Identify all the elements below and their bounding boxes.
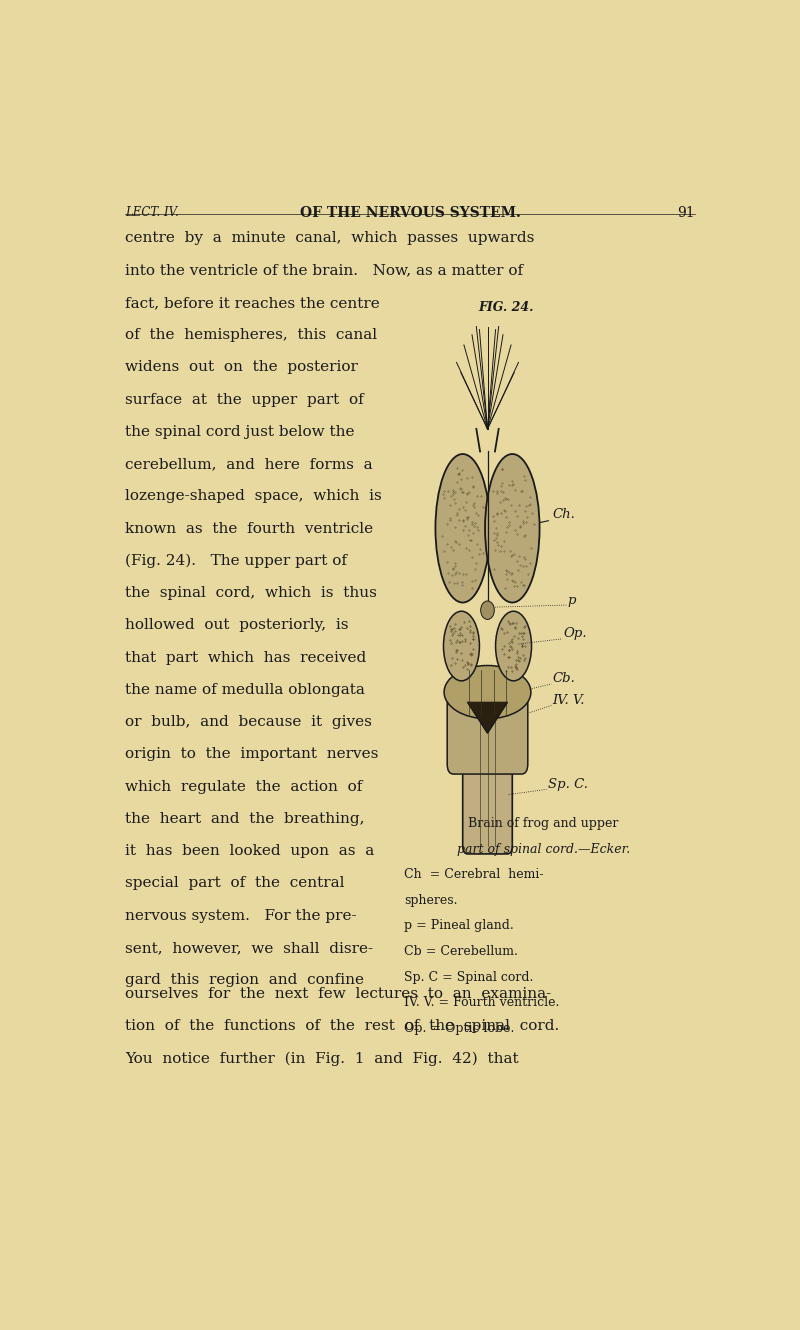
Ellipse shape: [495, 612, 531, 681]
Text: which  regulate  the  action  of: which regulate the action of: [125, 779, 362, 794]
Text: into the ventricle of the brain.   Now, as a matter of: into the ventricle of the brain. Now, as…: [125, 263, 523, 278]
Text: gard  this  region  and  confine: gard this region and confine: [125, 974, 364, 987]
Text: surface  at  the  upper  part  of: surface at the upper part of: [125, 392, 363, 407]
Text: it  has  been  looked  upon  as  a: it has been looked upon as a: [125, 845, 374, 858]
Text: centre  by  a  minute  canal,  which  passes  upwards: centre by a minute canal, which passes u…: [125, 231, 534, 245]
Text: the name of medulla oblongata: the name of medulla oblongata: [125, 682, 365, 697]
Text: Cb.: Cb.: [553, 673, 575, 685]
Text: sent,  however,  we  shall  disre-: sent, however, we shall disre-: [125, 942, 373, 955]
Text: Op. = Optic lobe.: Op. = Optic lobe.: [404, 1021, 514, 1035]
Text: ourselves  for  the  next  few  lectures  to  an  examina-: ourselves for the next few lectures to a…: [125, 987, 551, 1001]
Ellipse shape: [435, 454, 490, 602]
Text: tion  of  the  functions  of  the  rest  of  the  spinal  cord.: tion of the functions of the rest of the…: [125, 1019, 559, 1033]
Polygon shape: [468, 702, 507, 733]
Ellipse shape: [443, 612, 479, 681]
Text: widens  out  on  the  posterior: widens out on the posterior: [125, 360, 358, 374]
Text: Brain of frog and upper: Brain of frog and upper: [468, 817, 618, 830]
Text: Ch.: Ch.: [553, 508, 575, 521]
Text: (Fig. 24).   The upper part of: (Fig. 24). The upper part of: [125, 553, 347, 568]
Text: lozenge-shaped  space,  which  is: lozenge-shaped space, which is: [125, 489, 382, 503]
Text: fact, before it reaches the centre: fact, before it reaches the centre: [125, 295, 379, 310]
Text: Ch  = Cerebral  hemi-: Ch = Cerebral hemi-: [404, 868, 543, 882]
FancyBboxPatch shape: [447, 682, 528, 774]
Text: IV. V. = Fourth ventricle.: IV. V. = Fourth ventricle.: [404, 996, 559, 1009]
Text: FIG. 24.: FIG. 24.: [478, 301, 534, 314]
Text: of  the  hemispheres,  this  canal: of the hemispheres, this canal: [125, 329, 377, 342]
Ellipse shape: [485, 454, 539, 602]
Ellipse shape: [444, 665, 531, 718]
Text: that  part  which  has  received: that part which has received: [125, 650, 366, 665]
Text: known  as  the  fourth  ventricle: known as the fourth ventricle: [125, 521, 373, 536]
Text: cerebellum,  and  here  forms  a: cerebellum, and here forms a: [125, 458, 373, 471]
Text: IV. V.: IV. V.: [553, 694, 585, 706]
Text: Sp. C.: Sp. C.: [548, 778, 588, 791]
Text: the  spinal  cord,  which  is  thus: the spinal cord, which is thus: [125, 587, 377, 600]
Text: the spinal cord just below the: the spinal cord just below the: [125, 424, 354, 439]
Text: the  heart  and  the  breathing,: the heart and the breathing,: [125, 811, 364, 826]
Text: 91: 91: [678, 206, 695, 219]
Text: spheres.: spheres.: [404, 894, 458, 907]
Text: special  part  of  the  central: special part of the central: [125, 876, 344, 891]
Text: hollowed  out  posteriorly,  is: hollowed out posteriorly, is: [125, 618, 348, 632]
Text: origin  to  the  important  nerves: origin to the important nerves: [125, 747, 378, 762]
Text: p = Pineal gland.: p = Pineal gland.: [404, 919, 514, 932]
Text: You  notice  further  (in  Fig.  1  and  Fig.  42)  that: You notice further (in Fig. 1 and Fig. 4…: [125, 1052, 518, 1065]
Text: nervous system.   For the pre-: nervous system. For the pre-: [125, 908, 357, 923]
Text: p: p: [567, 595, 576, 608]
Text: LECT. IV.: LECT. IV.: [125, 206, 178, 218]
Text: Sp. C = Spinal cord.: Sp. C = Spinal cord.: [404, 971, 533, 984]
Text: part of spinal cord.—Ecker.: part of spinal cord.—Ecker.: [457, 843, 630, 855]
Ellipse shape: [481, 601, 494, 620]
Text: Op.: Op.: [563, 628, 586, 640]
Text: OF THE NERVOUS SYSTEM.: OF THE NERVOUS SYSTEM.: [299, 206, 521, 219]
FancyBboxPatch shape: [462, 694, 512, 854]
Text: Cb = Cerebellum.: Cb = Cerebellum.: [404, 946, 518, 958]
Text: or  bulb,  and  because  it  gives: or bulb, and because it gives: [125, 716, 372, 729]
